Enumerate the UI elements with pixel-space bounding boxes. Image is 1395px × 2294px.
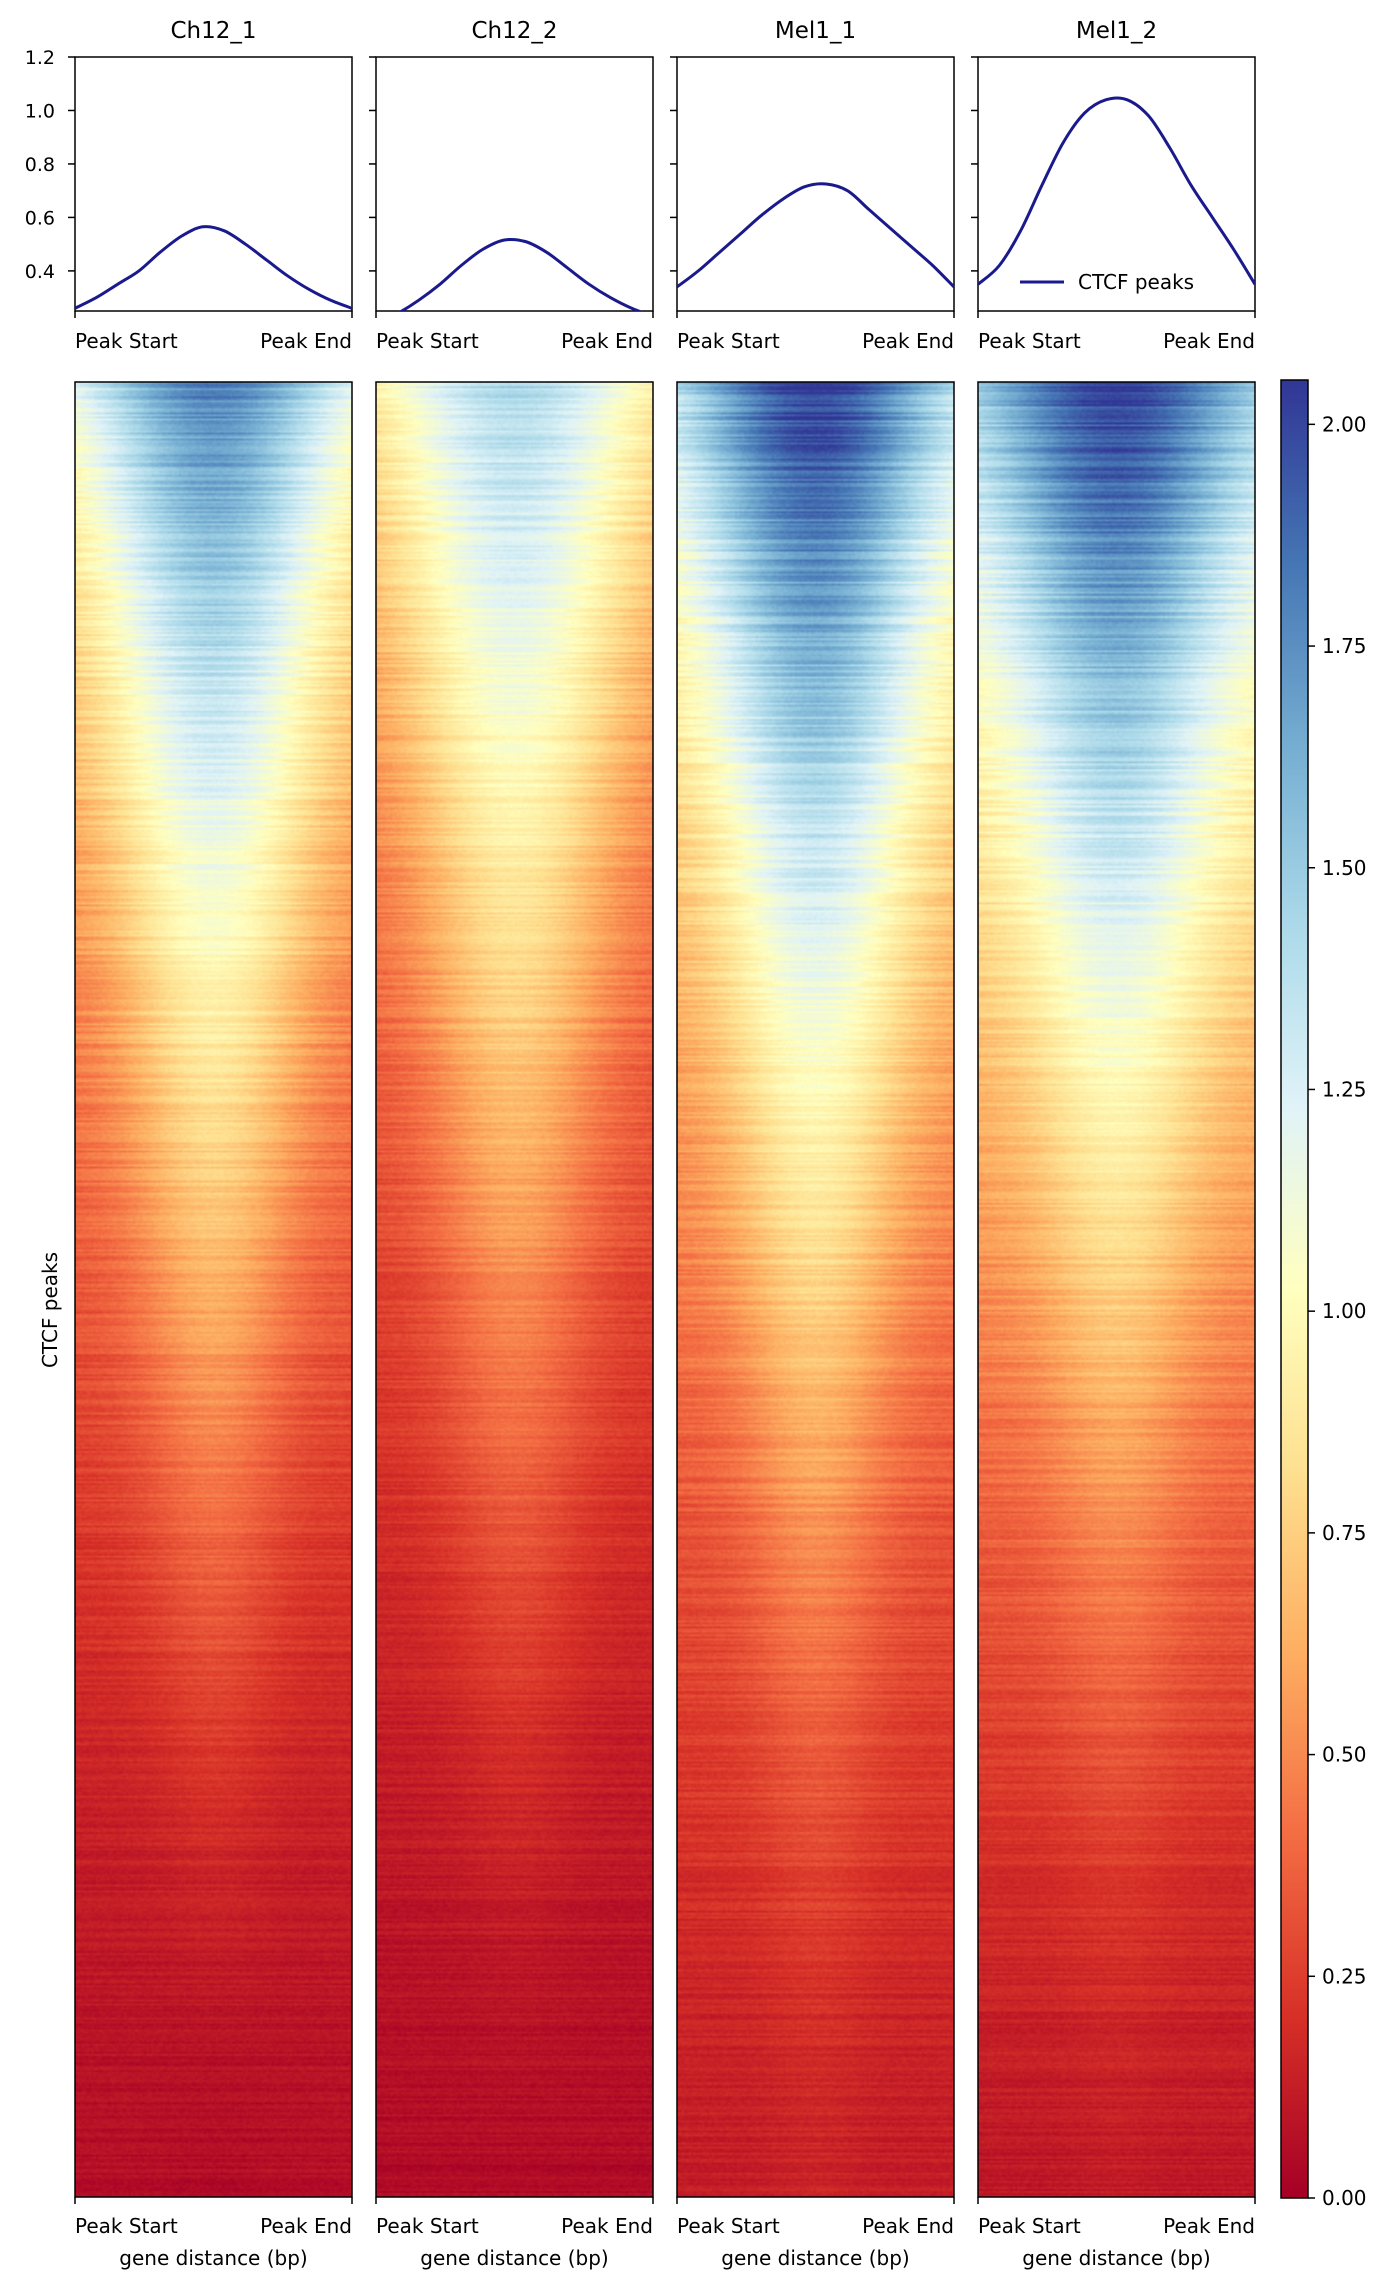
panel-title: Ch12_1 xyxy=(170,18,256,44)
profile-line xyxy=(75,225,352,310)
x-tick-label-end: Peak End xyxy=(1163,329,1255,353)
heatmap-image xyxy=(75,382,352,2197)
colorbar-tick-label: 0.75 xyxy=(1322,1521,1367,1545)
heatmap-image xyxy=(978,382,1255,2197)
colorbar-tick-label: 0.25 xyxy=(1322,1964,1367,1988)
heatmap-frame xyxy=(676,381,955,2198)
colorbar: 0.00 0.25 0.50 0.75 1.00 1.25 1.50 1.75 2.00 xyxy=(1280,379,1367,2210)
panel-title: Mel1_1 xyxy=(775,18,856,44)
heatmap-frame xyxy=(74,381,353,2198)
profile-axes xyxy=(375,56,654,312)
x-axis-label: gene distance (bp) xyxy=(721,2246,909,2270)
x-axis-label: gene distance (bp) xyxy=(420,2246,608,2270)
panel-mel1-2: Mel1_2 Peak Start Peak End CTCF peaks Peak S… xyxy=(971,18,1256,2270)
profile-axes xyxy=(977,56,1256,312)
x-axis-label: gene distance (bp) xyxy=(1022,2246,1210,2270)
heatmap-x-label-end: Peak End xyxy=(260,2214,352,2238)
colorbar-tick-label: 0.00 xyxy=(1322,2186,1367,2210)
colorbar-ticks: 0.00 0.25 0.50 0.75 1.00 1.25 1.50 1.75 2.00 xyxy=(1308,412,1367,2210)
y-tick-label: 0.4 xyxy=(25,261,55,283)
colorbar-tick-label: 1.00 xyxy=(1322,1299,1367,1323)
panel-mel1-1: Mel1_1 Peak Start Peak End Peak Start Peak E… xyxy=(670,18,955,2270)
legend-label: CTCF peaks xyxy=(1078,270,1194,294)
y-tick-label: 1.0 xyxy=(25,100,55,122)
x-tick-label-end: Peak End xyxy=(260,329,352,353)
colorbar-tick-label: 1.75 xyxy=(1322,634,1367,658)
x-tick-label-start: Peak Start xyxy=(376,329,479,353)
y-tick-label: 1.2 xyxy=(25,47,55,69)
sample-panels: Ch12_1 0.4 0.6 0.8 1.0 1.2 Peak Start Peak End P… xyxy=(25,18,1256,2270)
panel-title: Mel1_2 xyxy=(1076,18,1157,44)
colorbar-tick-label: 0.50 xyxy=(1322,1743,1367,1767)
colorbar-tick-label: 1.50 xyxy=(1322,856,1367,880)
profile-line xyxy=(677,182,954,289)
panel-ch12-2: Ch12_2 Peak Start Peak End Peak Start Peak E… xyxy=(369,18,654,2270)
heatmap-frame xyxy=(977,381,1256,2198)
profile-line xyxy=(398,237,643,311)
colorbar-tick-label: 1.25 xyxy=(1322,1077,1367,1101)
heatmap-x-label-end: Peak End xyxy=(1163,2214,1255,2238)
y-tick-label: 0.6 xyxy=(25,207,55,229)
heatmap-x-label-end: Peak End xyxy=(561,2214,653,2238)
y-axis-label: CTCF peaks xyxy=(38,1252,62,1368)
heatmap-x-label-start: Peak Start xyxy=(677,2214,780,2238)
profile-axes xyxy=(74,56,353,312)
x-tick-label-end: Peak End xyxy=(862,329,954,353)
profile-line xyxy=(978,96,1255,286)
heatmap-x-label-start: Peak Start xyxy=(978,2214,1081,2238)
heatmap-x-label-start: Peak Start xyxy=(75,2214,178,2238)
heatmap-x-label-end: Peak End xyxy=(862,2214,954,2238)
heatmap-frame xyxy=(375,381,654,2198)
y-tick-label: 0.8 xyxy=(25,154,55,176)
x-tick-label-start: Peak Start xyxy=(75,329,178,353)
panel-title: Ch12_2 xyxy=(471,18,557,44)
x-tick-label-start: Peak Start xyxy=(978,329,1081,353)
colorbar-tick-label: 2.00 xyxy=(1322,412,1367,436)
heatmap-x-label-start: Peak Start xyxy=(376,2214,479,2238)
x-tick-label-start: Peak Start xyxy=(677,329,780,353)
panel-ch12-1: Ch12_1 0.4 0.6 0.8 1.0 1.2 Peak Start Peak End P… xyxy=(25,18,353,2270)
x-axis-label: gene distance (bp) xyxy=(119,2246,307,2270)
colorbar-gradient xyxy=(1280,379,1309,2199)
heatmap-image xyxy=(376,382,653,2197)
profile-axes xyxy=(676,56,955,312)
x-tick-label-end: Peak End xyxy=(561,329,653,353)
heatmap-image xyxy=(677,382,954,2197)
